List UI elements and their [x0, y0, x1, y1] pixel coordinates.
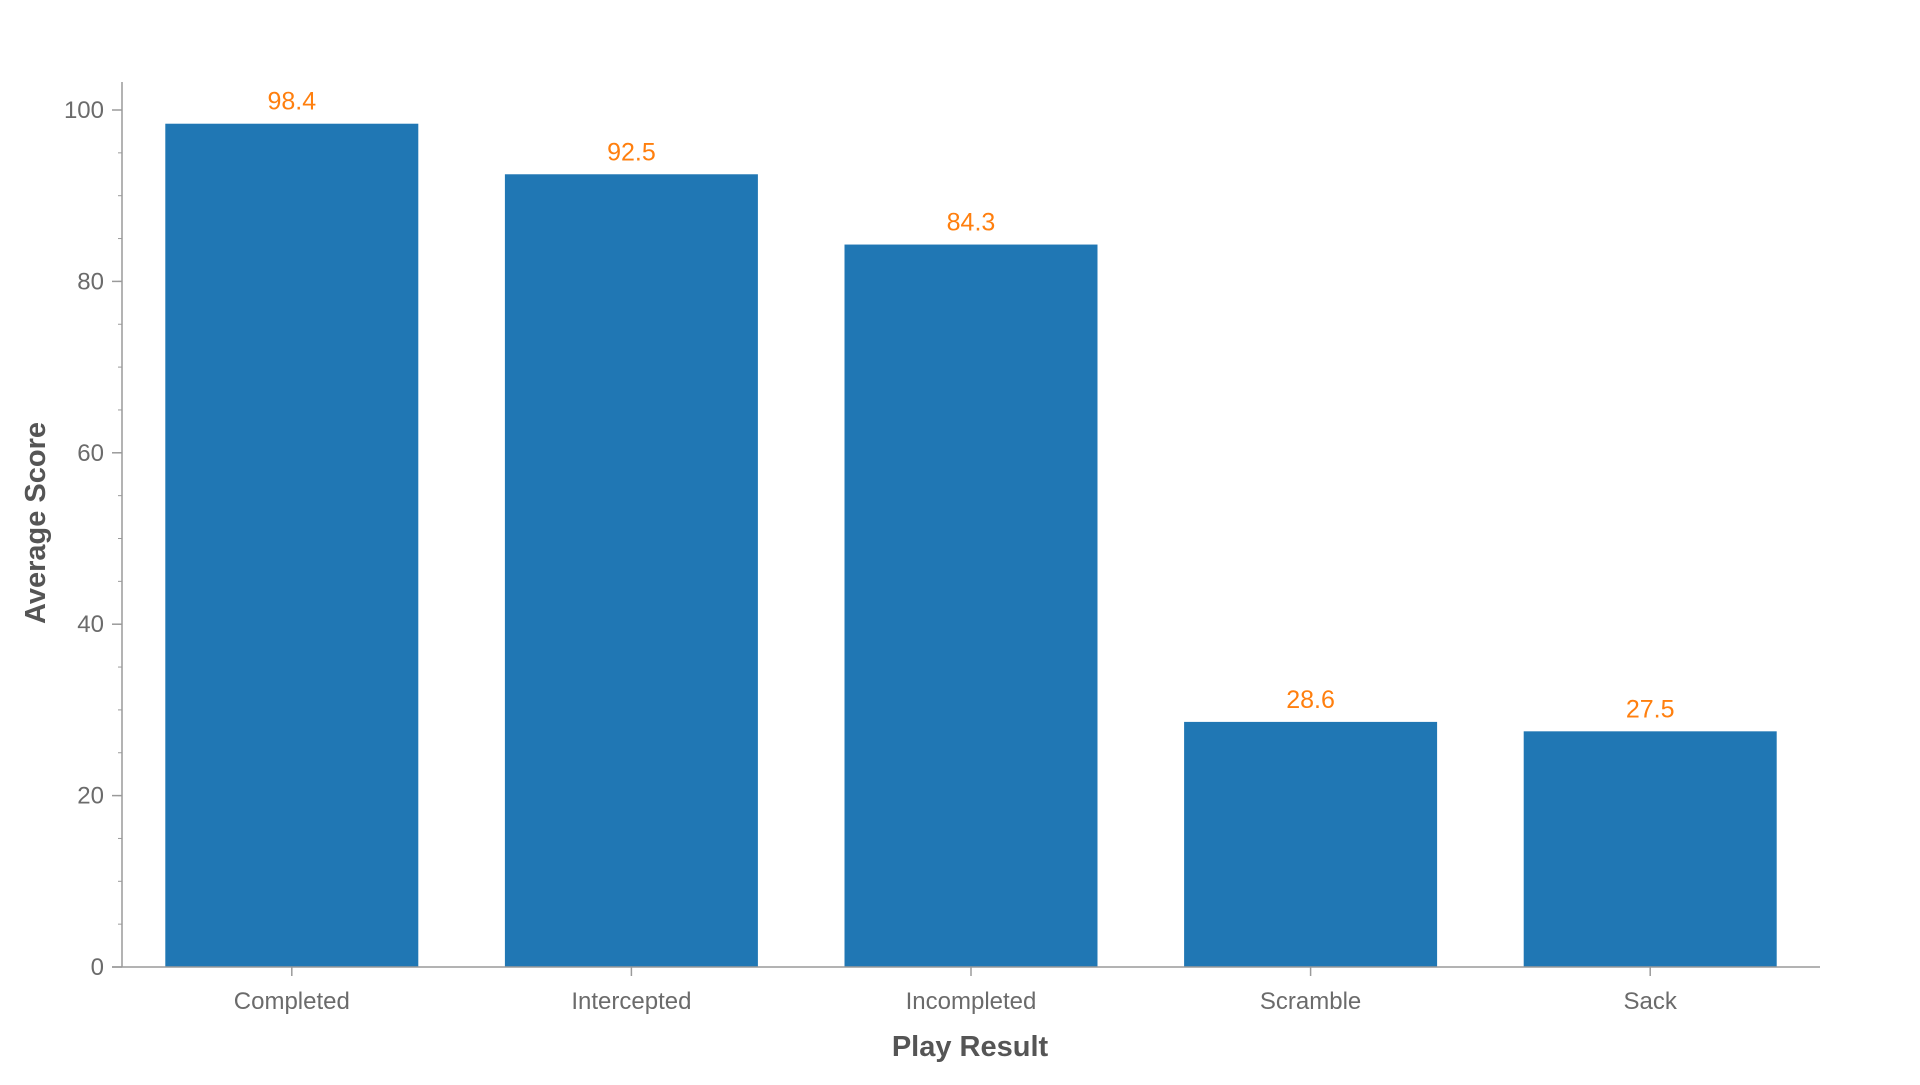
x-tick-label: Completed — [234, 988, 350, 1015]
y-tick-label: 40 — [77, 611, 104, 638]
x-tick-label: Intercepted — [571, 988, 691, 1015]
x-axis: Completed Intercepted Incompleted Scramble S… — [112, 966, 1820, 1015]
x-tick-label: Sack — [1624, 988, 1678, 1015]
data-labels-layer: 98.4 92.5 84.3 28.6 27.5 — [267, 88, 1674, 724]
bars-layer — [165, 123, 1777, 968]
x-tick-label: Incompleted — [906, 988, 1037, 1015]
data-label: 84.3 — [947, 209, 996, 237]
x-axis-title: Play Result — [892, 1031, 1049, 1063]
data-label: 28.6 — [1286, 686, 1335, 714]
y-tick-label: 80 — [77, 268, 104, 295]
data-label: 92.5 — [607, 138, 656, 166]
data-label: 98.4 — [267, 88, 316, 116]
y-tick-label: 60 — [77, 440, 104, 467]
data-label: 27.5 — [1626, 695, 1675, 723]
y-tick-label: 100 — [64, 97, 104, 124]
bar-incompleted — [844, 244, 1098, 967]
x-tick-label: Scramble — [1260, 988, 1361, 1015]
bar-scramble — [1184, 721, 1438, 967]
bar-sack — [1523, 731, 1777, 967]
y-tick-label: 20 — [77, 783, 104, 810]
bar-completed — [165, 123, 419, 968]
y-axis-title: Average Score — [20, 422, 52, 624]
y-axis: 0 20 40 60 80 100 — [64, 82, 123, 981]
y-tick-label: 0 — [91, 954, 104, 981]
bar-intercepted — [504, 174, 758, 967]
